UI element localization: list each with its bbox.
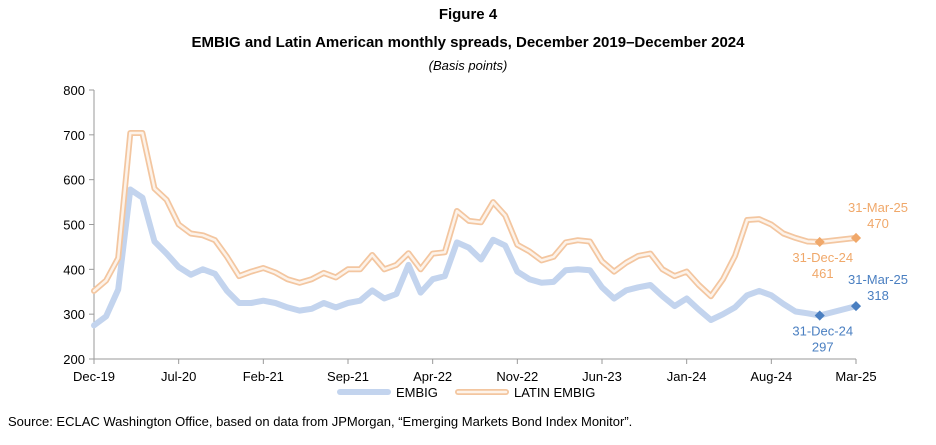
axes-group: 200 300 400 500 600 700 800 Dec-19 Jul-20 Feb-21 S… [63, 83, 876, 384]
x-tick-label: Dec-19 [73, 369, 115, 384]
annotation-value-label: 470 [867, 216, 889, 231]
data-point-marker [850, 232, 862, 244]
source-note: Source: ECLAC Washington Office, based o… [8, 414, 633, 429]
y-tick-label: 300 [63, 307, 85, 322]
legend-label-latin-embig: LATIN EMBIG [514, 385, 595, 400]
marker-layer [814, 232, 862, 321]
legend: EMBIG LATIN EMBIG [337, 385, 595, 400]
y-tick-label: 700 [63, 128, 85, 143]
data-point-marker [814, 310, 825, 321]
series-line-embig [91, 186, 859, 329]
data-point-marker [814, 236, 825, 248]
annotation-date-label: 31-Mar-25 [848, 200, 908, 215]
annotation-value-label: 297 [812, 340, 834, 355]
x-tick-label: Apr-22 [413, 369, 452, 384]
y-tick-label: 600 [63, 173, 85, 188]
x-tick-label: Jun-23 [582, 369, 622, 384]
annotation-date-label: 31-Mar-25 [848, 272, 908, 287]
data-point-marker [850, 301, 862, 312]
y-tick-label: 800 [63, 83, 85, 98]
chart-title: EMBIG and Latin American monthly spreads… [191, 34, 745, 51]
series-line-latin-embig [92, 131, 858, 298]
figure-label: Figure 4 [438, 6, 498, 23]
x-tick-label: Mar-25 [835, 369, 876, 384]
spreads-line-chart: 200 300 400 500 600 700 800 Dec-19 Jul-20 Feb-21 S… [63, 83, 908, 400]
y-tick-label: 500 [63, 218, 85, 233]
x-tick-label: Sep-21 [327, 369, 369, 384]
annotation-date-label: 31-Dec-24 [792, 324, 853, 339]
annotation-layer: 31-Dec-2429731-Mar-2531831-Dec-2446131-M… [792, 200, 908, 355]
y-tick-label: 200 [63, 352, 85, 367]
chart-unit: (Basis points) [428, 58, 508, 73]
legend-label-embig: EMBIG [396, 385, 438, 400]
x-tick-label: Feb-21 [243, 369, 284, 384]
x-tick-label: Aug-24 [750, 369, 792, 384]
annotation-date-label: 31-Dec-24 [792, 250, 853, 265]
x-tick-label: Jan-24 [667, 369, 707, 384]
series-layer [91, 130, 859, 329]
annotation-value-label: 461 [812, 266, 834, 281]
y-tick-label: 400 [63, 262, 85, 277]
annotation-value-label: 318 [867, 288, 889, 303]
x-tick-label: Jul-20 [161, 369, 196, 384]
x-tick-label: Nov-22 [496, 369, 538, 384]
